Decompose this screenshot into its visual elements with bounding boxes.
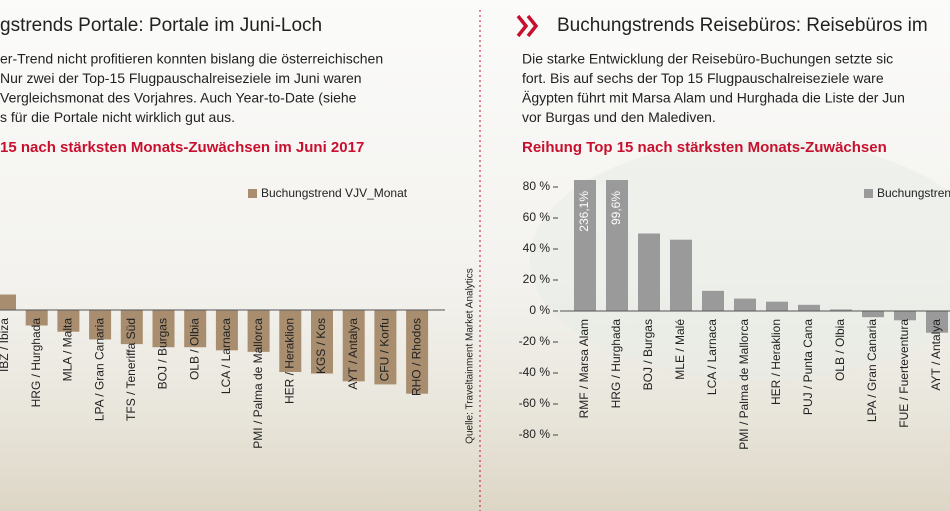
x-tick-label: HRG / Hurghada — [609, 319, 623, 409]
bar — [247, 310, 270, 352]
x-tick-label: LCA / Larnaca — [219, 318, 233, 394]
y-tick-label: 60 % — [523, 210, 551, 224]
chevron-icon — [516, 14, 539, 38]
bar — [798, 304, 820, 311]
bar — [215, 310, 238, 351]
y-tick-label: -60 % — [519, 396, 551, 410]
bar — [670, 239, 692, 311]
background-photo — [530, 140, 950, 380]
y-tick-label: 0 % — [529, 303, 550, 317]
bar — [894, 311, 916, 321]
x-tick-label: FUE / Fuerteventura — [897, 319, 911, 428]
paragraph-line: Nur zwei der Top-15 Flugpauschalreisezie… — [0, 70, 362, 86]
x-tick-label: AYT / Antalya — [929, 319, 943, 391]
headline: gstrends Portale: Portale im Juni-Loch — [0, 15, 322, 36]
x-tick-label: LCA / Larnaca — [705, 319, 719, 395]
y-tick-label: -80 % — [519, 427, 551, 441]
value-label: 99,6% — [609, 191, 623, 225]
bars — [574, 180, 948, 333]
legend-swatch — [864, 189, 873, 198]
x-tick-label: KGS / Kos — [314, 318, 328, 374]
x-tick-label: PMI / Palma de Mallorca — [251, 318, 265, 449]
bar — [734, 298, 756, 311]
bar — [152, 310, 175, 348]
x-tick-label: MLE / Malé — [673, 319, 687, 380]
y-tick-label: -20 % — [519, 334, 551, 348]
bar — [574, 180, 596, 311]
x-tick-label: HRG / Hurghada — [29, 318, 43, 408]
x-tick-label: IBZ / Ibiza — [0, 318, 11, 372]
bar — [184, 310, 207, 348]
bar — [120, 310, 143, 345]
chart-title: Reihung Top 15 nach stärksten Monats-Zuw… — [522, 139, 887, 156]
bar — [862, 311, 884, 318]
paragraph-line: s für die Portale nicht wirklich gut aus… — [0, 109, 235, 125]
bar — [830, 309, 852, 311]
x-tick-label: OLB / Olbia — [187, 318, 201, 380]
paragraph-line: Die starke Entwicklung der Reisebüro-Buc… — [522, 51, 893, 67]
legend-label: Buchungstrend VJV_Monat — [261, 186, 408, 200]
paragraph-line: Ägypten führt mit Marsa Alam und Hurghad… — [522, 90, 905, 106]
bar — [638, 233, 660, 311]
bar — [279, 310, 302, 372]
chart-title: 15 nach stärksten Monats-Zuwächsen im Ju… — [0, 139, 364, 156]
paragraph-line: er-Trend nicht profitieren konnten bisla… — [0, 51, 383, 67]
x-tick-label: BOJ / Burgas — [156, 318, 170, 389]
source: Quelle: Traveltainment Market Analytics — [465, 268, 476, 444]
x-tick-label: BOJ / Burgas — [641, 319, 655, 390]
value-label: 236,1% — [577, 191, 591, 232]
bar — [25, 310, 48, 326]
paragraph-line: fort. Bis auf sechs der Top 15 Flugpausc… — [522, 70, 884, 86]
y-tick-label: -40 % — [519, 365, 551, 379]
y-tick-label: 20 % — [523, 272, 551, 286]
bar — [766, 301, 788, 311]
y-tick-label: 80 % — [523, 179, 551, 193]
x-tick-label: TFS / Teneriffa Süd — [124, 318, 138, 421]
paragraph-line: Vergleichsmonat des Vorjahres. Auch Year… — [0, 90, 357, 106]
x-tick-label: LPA / Gran Canaria — [92, 318, 106, 421]
x-tick-label: RMF / Marsa Alam — [577, 319, 591, 418]
x-tick-label: HER / Heraklion — [282, 318, 296, 404]
x-tick-label: RHO / Rhodos — [409, 318, 423, 396]
bar — [926, 311, 948, 333]
bar — [374, 310, 397, 385]
x-tick-label: CFU / Korfu — [378, 318, 392, 381]
legend-swatch — [248, 189, 257, 198]
bar — [702, 290, 724, 311]
paragraph-line: vor Burgas und den Malediven. — [522, 109, 716, 125]
x-tick-label: HER / Heraklion — [769, 319, 783, 405]
legend-label: Buchungstrend — [877, 186, 950, 200]
y-tick-label: 40 % — [523, 241, 551, 255]
bar — [311, 310, 333, 374]
bar — [89, 310, 112, 340]
headline: Buchungstrends Reisebüros: Reisebüros im — [557, 15, 928, 36]
x-tick-label: OLB / Olbia — [833, 319, 847, 381]
bar — [606, 180, 628, 311]
bar — [406, 310, 429, 394]
bars — [0, 294, 429, 394]
bar — [342, 310, 365, 382]
x-tick-label: MLA / Malta — [61, 318, 75, 382]
x-tick-label: AYT / Antalya — [346, 318, 360, 390]
x-tick-label: PMI / Palma de Mallorca — [737, 319, 751, 450]
bar — [57, 310, 80, 332]
bar — [0, 294, 16, 310]
x-tick-label: PUJ / Punta Cana — [801, 319, 815, 415]
x-tick-label: LPA / Gran Canaria — [865, 319, 879, 422]
